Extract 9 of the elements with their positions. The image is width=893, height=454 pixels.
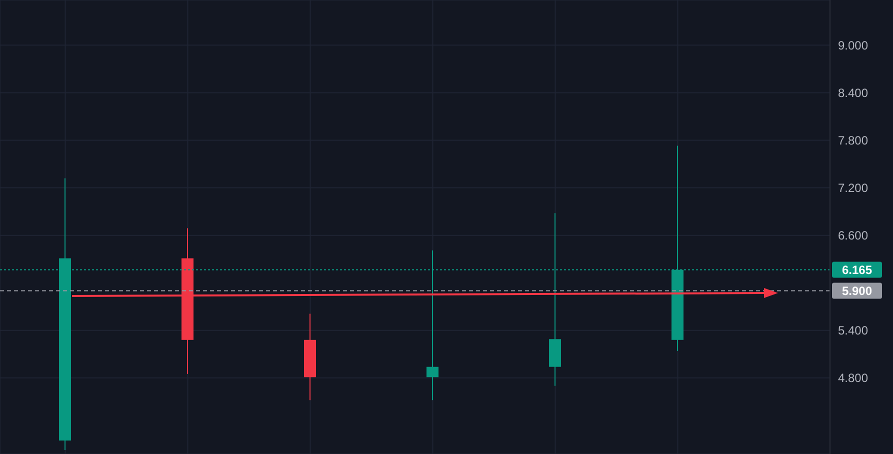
y-tick-label: 4.800 xyxy=(838,371,868,386)
y-tick-label: 9.000 xyxy=(838,38,868,52)
ref-line-label: 5.900 xyxy=(842,284,872,298)
y-tick-label: 5.400 xyxy=(838,324,868,338)
y-tick-label: 7.800 xyxy=(838,134,868,148)
y-tick-label: 6.600 xyxy=(838,228,868,243)
y-tick-label: 7.200 xyxy=(838,181,868,196)
y-tick-label: 8.400 xyxy=(838,86,868,100)
ref-line-label: 6.165 xyxy=(842,262,872,277)
